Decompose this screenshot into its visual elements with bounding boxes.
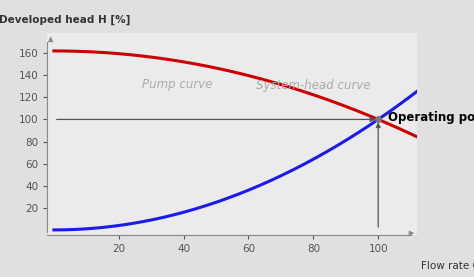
Text: Developed head H [%]: Developed head H [%] (0, 15, 131, 25)
Text: Flow rate Q [%]: Flow rate Q [%] (421, 260, 474, 270)
Text: Pump curve: Pump curve (142, 78, 212, 91)
Text: Operating point: Operating point (388, 111, 474, 124)
Text: System-head curve: System-head curve (256, 79, 371, 92)
